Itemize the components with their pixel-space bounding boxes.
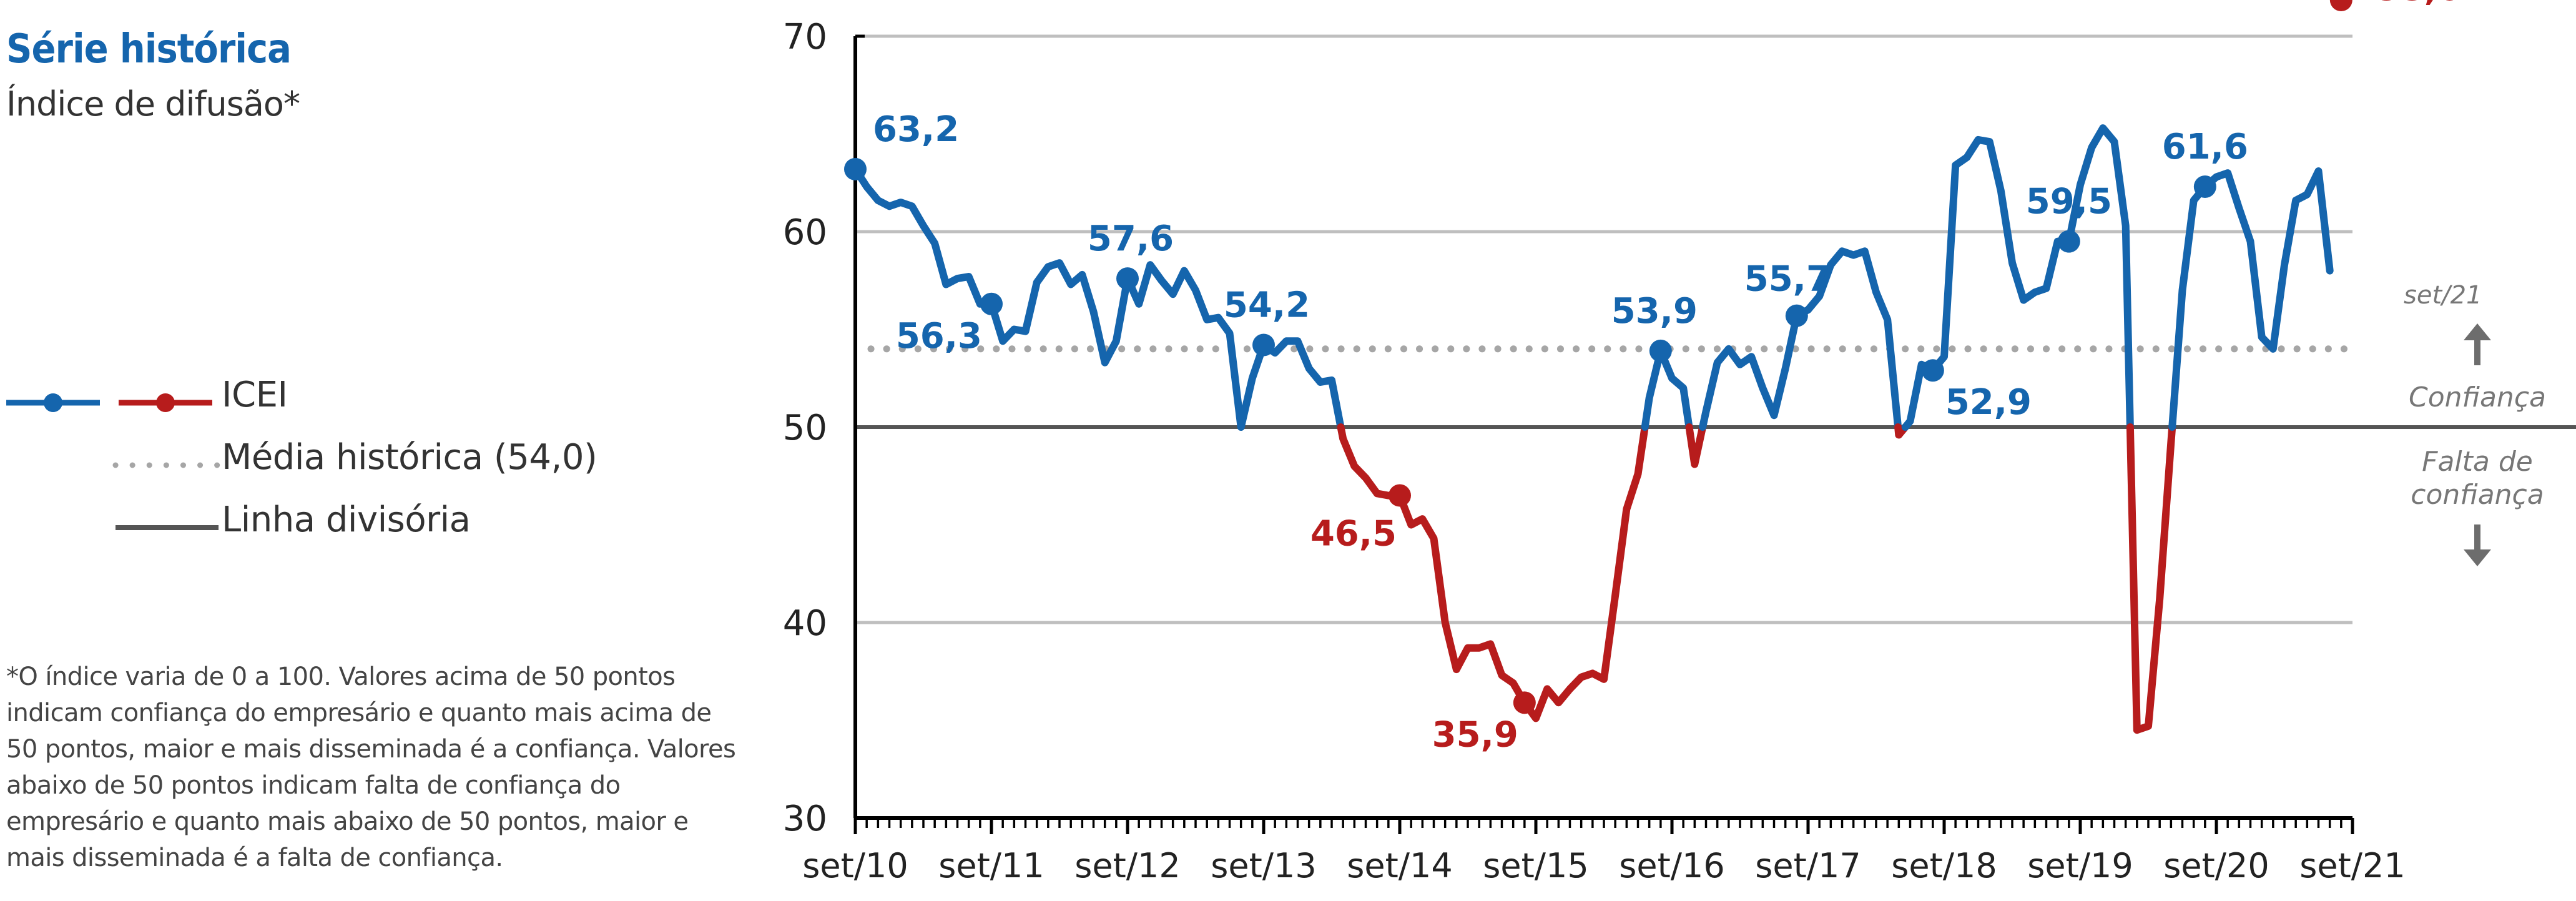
x-tick-label: set/13	[1211, 846, 1316, 885]
last-period-label: set/21	[2404, 281, 2482, 310]
annotation-point	[1252, 333, 1275, 357]
y-tick-label: 60	[783, 212, 827, 253]
data-label: 35,9	[1432, 714, 1518, 755]
data-label: 55,7	[1744, 259, 1831, 300]
data-label: 46,5	[1310, 514, 1397, 554]
confidence-label: Confiança	[2409, 382, 2546, 413]
series-segment-above	[2168, 167, 2334, 431]
legend-icei-swatch	[6, 393, 212, 412]
data-label: 63,2	[873, 109, 959, 150]
data-label: 52,9	[1945, 382, 2032, 423]
x-tick-label: set/17	[1755, 846, 1861, 885]
data-label: 59,5	[2026, 182, 2112, 222]
legend-label-icei: ICEI	[222, 375, 288, 415]
chart-title: Série histórica	[6, 26, 292, 72]
annotation-point	[1116, 267, 1139, 290]
y-tick-label: 50	[783, 408, 827, 448]
data-label: 56,3	[896, 316, 982, 357]
annotation-point	[2193, 175, 2216, 199]
annotation-point	[2329, 0, 2352, 11]
x-tick-label: set/11	[938, 846, 1044, 885]
legend-label-mean: Média histórica (54,0)	[222, 437, 597, 478]
axes: 30 40 50 60 70 set/10 set/11 set/12 set/13 set/14…	[783, 17, 2406, 885]
x-tick-label: set/10	[802, 846, 908, 885]
chart-subtitle: Índice de difusão*	[6, 84, 300, 124]
data-label: 61,6	[2162, 127, 2248, 167]
annotation-point	[844, 157, 867, 180]
series-segment-below	[1337, 423, 1649, 722]
x-tick-label: set/15	[1483, 846, 1588, 885]
legend-item-icei: ICEI	[6, 375, 568, 418]
footnote: *O índice varia de 0 a 100. Valores acim…	[6, 662, 736, 872]
legend-item-mean: Média histórica (54,0)	[6, 437, 631, 481]
no-confidence-label-line2: confiança	[2411, 479, 2544, 511]
annotation-point	[1389, 484, 1411, 507]
x-tick-label: set/14	[1347, 846, 1452, 885]
annotation-point	[1513, 691, 1536, 714]
legend-mean-swatch	[112, 462, 225, 468]
annotation-point	[1921, 359, 1944, 382]
legend-label-divider: Linha divisória	[222, 500, 471, 540]
y-tick-label: 70	[783, 17, 827, 57]
no-confidence-label-line1: Falta de	[2422, 446, 2533, 478]
x-tick-label: set/12	[1074, 846, 1180, 885]
data-label: 54,2	[1224, 285, 1310, 326]
data-label: 58,0	[2376, 0, 2462, 9]
x-tick-label: set/20	[2163, 846, 2269, 885]
series-segment-above	[1641, 347, 1693, 431]
series-segment-below	[2126, 423, 2176, 734]
annotation-point	[1785, 304, 1808, 327]
annotation-point	[980, 292, 1003, 315]
y-tick-label: 30	[783, 799, 827, 839]
annotation-points	[844, 0, 2352, 714]
grid-lines	[855, 34, 2352, 624]
x-tick-label: set/16	[1619, 846, 1724, 885]
x-tick-label: set/21	[2299, 846, 2405, 885]
series-segment-below	[1685, 423, 1707, 468]
annotation-labels: 63,2 56,3 57,6 54,2 46,5 35,9 53,9 55,7 52,9 59,5…	[873, 0, 2462, 755]
legend-item-divider: Linha divisória	[6, 500, 631, 543]
annotation-point	[1649, 339, 1672, 362]
data-label: 57,6	[1088, 219, 1174, 259]
side-labels: set/21 Confiança Falta de confiança	[2404, 281, 2546, 566]
legend-divider-swatch	[116, 525, 219, 530]
annotation-point	[2057, 230, 2080, 253]
data-label: 53,9	[1611, 291, 1698, 332]
y-tick-label: 40	[783, 603, 827, 644]
arrow-up-icon	[2464, 323, 2491, 365]
x-tick-label: set/18	[1891, 846, 1997, 885]
arrow-down-icon	[2464, 524, 2491, 566]
x-tick-label: set/19	[2027, 846, 2133, 885]
